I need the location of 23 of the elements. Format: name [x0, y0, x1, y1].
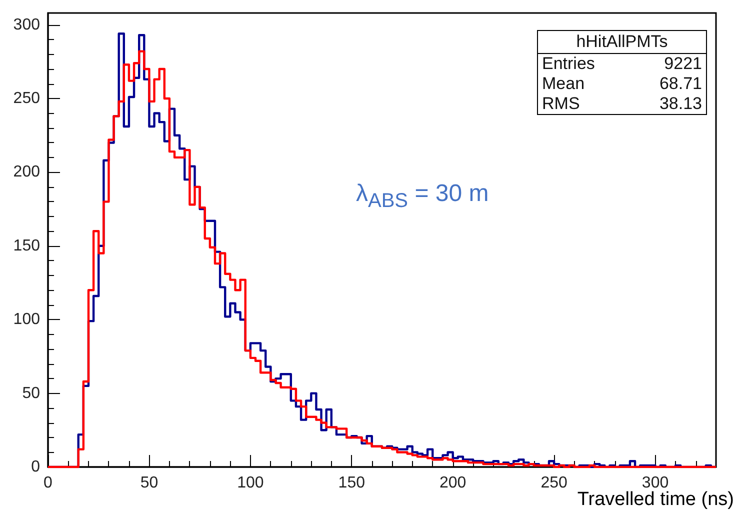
annotation: Entries	[542, 54, 595, 74]
annotation: 9221	[664, 54, 702, 74]
x-tick-label: 50	[140, 474, 158, 492]
annotation: hHitAllPMTs	[538, 31, 706, 54]
y-tick-label: 0	[31, 458, 40, 476]
y-tick-label: 300	[13, 16, 40, 34]
annotation: 38.13	[659, 94, 702, 114]
x-tick-label: 250	[540, 474, 568, 492]
annotation: RMS	[542, 94, 580, 114]
y-tick-label: 250	[13, 90, 40, 107]
x-tick-label: 150	[338, 474, 366, 492]
annotation: Mean	[542, 74, 585, 94]
annotation: 68.71	[659, 74, 702, 94]
x-axis-title: Travelled time (ns)	[577, 489, 734, 510]
y-tick-label: 200	[13, 164, 40, 181]
annotation: λ$_{ABS}$ = 30 m	[356, 180, 489, 212]
x-tick-label: 300	[642, 474, 669, 492]
y-tick-label: 100	[13, 311, 40, 328]
y-tick-label: 150	[13, 237, 40, 254]
x-tick-label: 200	[439, 474, 466, 492]
y-tick-label: 50	[22, 384, 40, 402]
x-tick-label: 0	[44, 474, 53, 492]
x-tick-label: 100	[237, 474, 264, 492]
